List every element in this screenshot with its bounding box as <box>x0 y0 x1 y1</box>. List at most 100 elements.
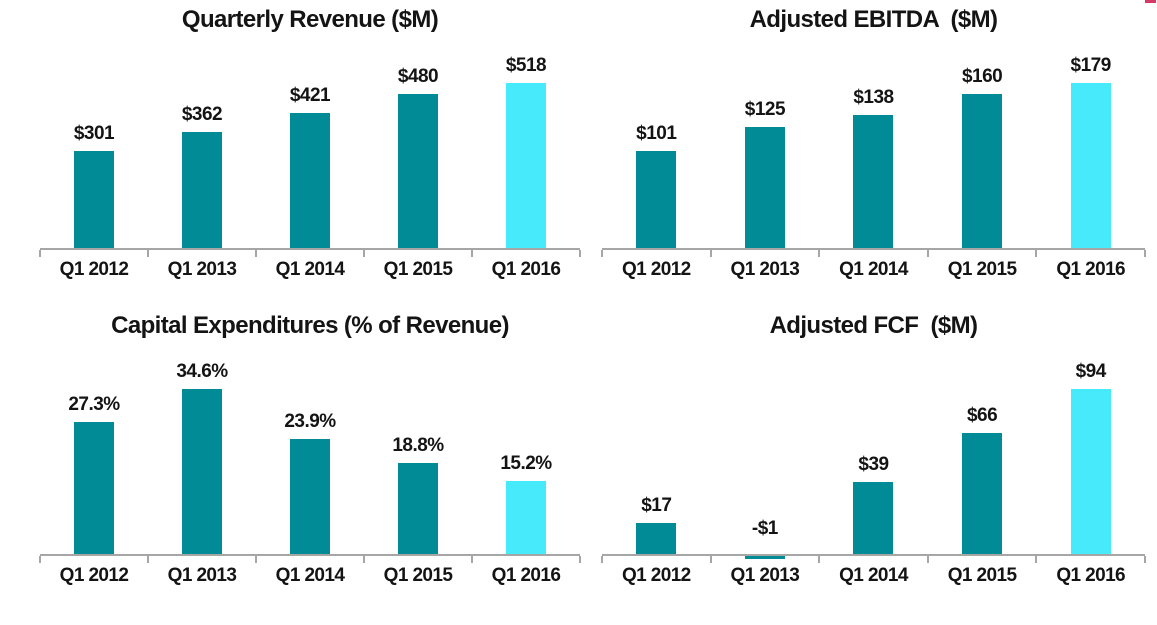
bar-group: -$1 <box>711 361 820 559</box>
bar-group: $125 <box>711 55 820 248</box>
x-axis-label: Q1 2016 <box>491 565 561 586</box>
x-axis-label: Q1 2012 <box>59 565 129 586</box>
axis-tick <box>471 250 473 257</box>
bar-value-label: $160 <box>961 66 1003 87</box>
bar-group: $94 <box>1036 361 1145 554</box>
axis-tick <box>709 250 712 257</box>
bar-group: 15.2% <box>472 361 580 554</box>
plot-area: $301 $362 $421 $480 $518 <box>39 55 581 257</box>
cropped-logo-fragment <box>1145 0 1156 3</box>
axis-tick <box>255 250 257 257</box>
plot-area: 27.3% 34.6% 23.9% 18.8% 15.2% <box>39 361 581 563</box>
bar-value-label: $94 <box>1075 361 1107 382</box>
plot-area: $17 -$1 $39 $66 $94 <box>601 361 1146 563</box>
x-axis-label: Q1 2013 <box>730 259 800 280</box>
bar <box>744 127 785 248</box>
bar <box>290 439 330 554</box>
bar-value-label: 27.3% <box>68 394 120 415</box>
bar <box>74 422 114 554</box>
bar <box>853 115 894 248</box>
x-axis-labels: Q1 2012 Q1 2013 Q1 2014 Q1 2015 Q1 2016 <box>602 565 1145 587</box>
axis-tick <box>579 250 581 257</box>
bar <box>182 389 222 554</box>
bar-value-label: $179 <box>1070 55 1112 76</box>
bar <box>962 94 1003 248</box>
bar-value-label: $480 <box>397 66 439 87</box>
axis-tick <box>926 250 929 257</box>
bar-group: 34.6% <box>148 361 256 554</box>
bar <box>506 481 546 554</box>
x-axis-label: Q1 2013 <box>730 565 800 586</box>
bar <box>962 433 1003 554</box>
chart-title: Adjusted EBITDA ($M) <box>749 6 998 33</box>
x-axis-labels: Q1 2012 Q1 2013 Q1 2014 Q1 2015 Q1 2016 <box>40 259 580 281</box>
axis-tick <box>818 556 821 563</box>
x-axis-label: Q1 2012 <box>59 259 129 280</box>
bar-group: $101 <box>602 55 711 248</box>
bar-value-label: $518 <box>505 55 547 76</box>
bar-group: $518 <box>472 55 580 248</box>
bar-group: $301 <box>40 55 148 248</box>
bar-value-label: $125 <box>744 99 786 120</box>
x-axis-label: Q1 2014 <box>275 565 345 586</box>
bar <box>744 556 785 559</box>
chart-quarterly-revenue: Quarterly Revenue ($M) $301 $362 $421 $480 $… <box>39 6 581 281</box>
bar-value-label: $301 <box>73 123 115 144</box>
x-axis-label: Q1 2016 <box>491 259 561 280</box>
chart-title: Adjusted FCF ($M) <box>769 312 978 339</box>
bar <box>182 132 222 248</box>
x-axis-label: Q1 2016 <box>1056 565 1126 586</box>
bar-group: $138 <box>819 55 928 248</box>
bar <box>398 463 438 554</box>
chart-title: Capital Expenditures (% of Revenue) <box>111 312 509 339</box>
chart-adjusted-fcf: Adjusted FCF ($M) $17 -$1 $39 $66 $94 Q1 201… <box>601 312 1146 587</box>
bar-value-label: $39 <box>858 454 889 475</box>
axis-tick <box>709 556 712 563</box>
x-axis-label: Q1 2013 <box>167 259 237 280</box>
bar-group: 18.8% <box>364 361 472 554</box>
bar-value-label: $66 <box>966 405 998 426</box>
bar <box>1070 83 1111 248</box>
bar-group: $39 <box>819 361 928 554</box>
x-axis-label: Q1 2014 <box>839 565 908 586</box>
bar-group: 23.9% <box>256 361 364 554</box>
axis-tick <box>1035 556 1038 563</box>
bar <box>1070 389 1111 554</box>
axis-tick <box>39 250 41 257</box>
x-axis-label: Q1 2015 <box>383 565 453 586</box>
bar <box>636 523 677 554</box>
bar <box>290 113 330 248</box>
bar-group: $421 <box>256 55 364 248</box>
axis-tick <box>39 556 41 563</box>
axis-tick <box>363 556 365 563</box>
bar <box>853 482 894 554</box>
axis-tick <box>1144 250 1146 257</box>
bar-value-label: 34.6% <box>176 361 228 382</box>
bar-value-label: $17 <box>641 495 672 516</box>
axis-tick <box>363 250 365 257</box>
bar-value-label: 23.9% <box>284 411 336 432</box>
bar <box>398 94 438 248</box>
bar-group: $362 <box>148 55 256 248</box>
chart-capital-expenditures: Capital Expenditures (% of Revenue) 27.3… <box>39 312 581 587</box>
bar-value-label: $421 <box>289 85 331 106</box>
bar-group: $17 <box>602 361 711 554</box>
bar-value-label: 18.8% <box>392 435 444 456</box>
axis-tick <box>601 556 603 563</box>
x-axis-label: Q1 2016 <box>1056 259 1126 280</box>
bar-group: 27.3% <box>40 361 148 554</box>
bar-group: $179 <box>1036 55 1145 248</box>
bar-value-label: $362 <box>181 104 223 125</box>
plot-area: $101 $125 $138 $160 $179 <box>601 55 1146 257</box>
axis-tick <box>926 556 929 563</box>
axis-tick <box>1144 556 1146 563</box>
axis-tick <box>255 556 257 563</box>
x-axis-label: Q1 2014 <box>275 259 345 280</box>
x-axis-labels: Q1 2012 Q1 2013 Q1 2014 Q1 2015 Q1 2016 <box>40 565 580 587</box>
bar <box>636 151 677 248</box>
axis-tick <box>147 250 149 257</box>
bar <box>506 83 546 248</box>
x-axis-label: Q1 2015 <box>383 259 453 280</box>
x-axis-label: Q1 2015 <box>947 259 1017 280</box>
